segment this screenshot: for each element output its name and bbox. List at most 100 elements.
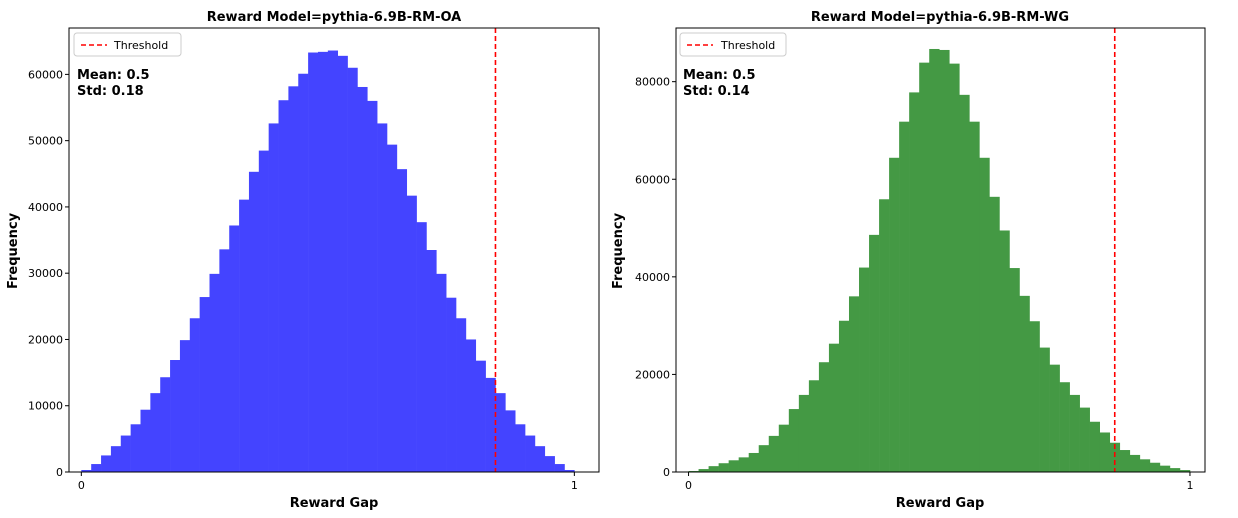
chart-wg-bar xyxy=(788,409,800,472)
chart-wg-bar xyxy=(919,62,930,472)
chart-wg-bar xyxy=(1029,321,1040,472)
chart-oa-bar xyxy=(308,52,319,473)
chart-wg-x-tick-label: 1 xyxy=(1186,479,1193,492)
chart-wg-bar xyxy=(698,469,709,472)
chart-wg-bar xyxy=(1039,347,1050,472)
chart-oa-bar xyxy=(140,409,151,472)
chart-wg-bar xyxy=(959,94,970,472)
chart-oa-bar xyxy=(110,446,122,472)
chart-wg-bar xyxy=(889,157,900,472)
chart-oa-bar xyxy=(199,297,210,472)
chart-oa-bar xyxy=(298,73,309,472)
chart-oa-bar xyxy=(505,410,516,472)
chart-oa-bar xyxy=(248,171,260,473)
chart-oa-bar xyxy=(515,424,526,472)
chart-wg-bar xyxy=(1079,407,1090,472)
chart-wg-bar xyxy=(859,267,870,472)
chart-oa-std-label: Std: 0.18 xyxy=(77,84,144,99)
chart-oa-bar xyxy=(485,377,496,472)
chart-wg-title: Reward Model=pythia-6.9B-RM-WG xyxy=(811,10,1069,25)
chart-oa-plot-frame xyxy=(68,27,600,473)
chart-wg-bar xyxy=(909,92,920,473)
chart-wg-bar xyxy=(848,296,860,472)
chart-wg-bar xyxy=(949,63,960,473)
chart-wg-plot-frame xyxy=(675,27,1206,473)
chart-wg-bar xyxy=(1049,364,1060,472)
chart-wg-bars xyxy=(688,48,1191,473)
chart-wg-bar xyxy=(838,320,850,472)
chart-oa-x-label: Reward Gap xyxy=(290,496,379,511)
chart-oa-bar xyxy=(337,55,348,472)
chart-oa-bar xyxy=(268,123,279,473)
chart-oa-bar xyxy=(258,150,269,472)
chart-oa-y-label: Frequency xyxy=(6,212,21,289)
chart-wg-bar xyxy=(1069,394,1080,472)
chart-oa-bar xyxy=(544,456,555,472)
chart-wg-bar xyxy=(1109,442,1121,472)
chart-oa-bar xyxy=(406,195,417,472)
chart-wg-bar xyxy=(1099,432,1111,472)
chart-wg-bar xyxy=(869,234,880,472)
chart-wg-bar xyxy=(768,435,780,472)
chart-oa-x-tick-label: 1 xyxy=(571,479,578,492)
chart-wg-mean-label: Mean: 0.5 xyxy=(683,68,756,83)
chart-wg-bar xyxy=(1169,468,1181,472)
chart-wg-bar xyxy=(1129,454,1141,472)
chart-wg: Reward Model=pythia-6.9B-RM-WG 0 20000 400… xyxy=(611,10,1206,511)
chart-oa-bar xyxy=(465,339,477,472)
chart-oa-bar xyxy=(456,318,467,472)
chart-oa-y-tick-label: 10000 xyxy=(28,400,63,413)
chart-wg-bar xyxy=(748,452,760,472)
chart-wg-bar xyxy=(728,460,739,472)
chart-wg-bar xyxy=(929,48,940,472)
chart-oa: Reward Model=pythia-6.9B-RM-OA 0 10000 200… xyxy=(6,10,600,511)
chart-oa-bar xyxy=(209,273,220,472)
chart-wg-legend: Threshold xyxy=(679,32,787,57)
chart-oa-y-tick-label: 0 xyxy=(56,466,63,479)
chart-wg-bar xyxy=(1119,450,1131,472)
chart-oa-legend: Threshold xyxy=(73,32,182,57)
chart-oa-legend-box xyxy=(73,32,182,57)
chart-oa-legend-label: Threshold xyxy=(113,39,168,52)
chart-oa-bar xyxy=(130,424,141,472)
chart-wg-bar xyxy=(778,424,790,472)
chart-oa-bar xyxy=(317,51,329,473)
chart-oa-bar xyxy=(475,360,486,472)
chart-oa-y-tick-label: 20000 xyxy=(28,333,63,346)
chart-oa-bar xyxy=(495,393,506,472)
chart-wg-legend-box xyxy=(679,32,787,57)
chart-oa-bar xyxy=(564,470,575,472)
chart-wg-bar xyxy=(818,362,830,472)
chart-oa-bar xyxy=(347,67,358,472)
chart-oa-bar xyxy=(416,222,427,472)
chart-oa-bar xyxy=(446,297,457,472)
chart-oa-bar xyxy=(534,446,546,472)
chart-oa-y-tick-label: 40000 xyxy=(28,201,63,214)
chart-wg-bar xyxy=(1089,421,1100,472)
chart-oa-bar xyxy=(239,199,250,472)
chart-oa-bar xyxy=(189,318,200,472)
chart-wg-bar xyxy=(1179,470,1191,472)
chart-oa-bar xyxy=(525,435,536,472)
chart-wg-bar xyxy=(758,445,770,472)
chart-oa-bar xyxy=(396,169,408,472)
chart-oa-mean-label: Mean: 0.5 xyxy=(77,68,150,83)
chart-oa-bar xyxy=(357,86,368,472)
chart-wg-bar xyxy=(1009,268,1020,472)
chart-oa-bar xyxy=(229,225,240,472)
chart-oa-bar xyxy=(219,249,230,472)
chart-wg-bar xyxy=(708,466,719,472)
chart-oa-bar xyxy=(81,470,92,472)
chart-oa-bar xyxy=(150,393,161,472)
chart-oa-title: Reward Model=pythia-6.9B-RM-OA xyxy=(207,10,462,25)
chart-oa-bar xyxy=(278,100,289,472)
chart-wg-bar xyxy=(999,230,1010,472)
chart-wg-bar xyxy=(1139,459,1151,472)
chart-oa-bar xyxy=(436,273,447,472)
chart-oa-y-tick-label: 50000 xyxy=(28,135,63,148)
chart-wg-x-label: Reward Gap xyxy=(896,496,985,511)
chart-wg-bar xyxy=(828,343,840,472)
chart-wg-bar xyxy=(989,196,1000,472)
